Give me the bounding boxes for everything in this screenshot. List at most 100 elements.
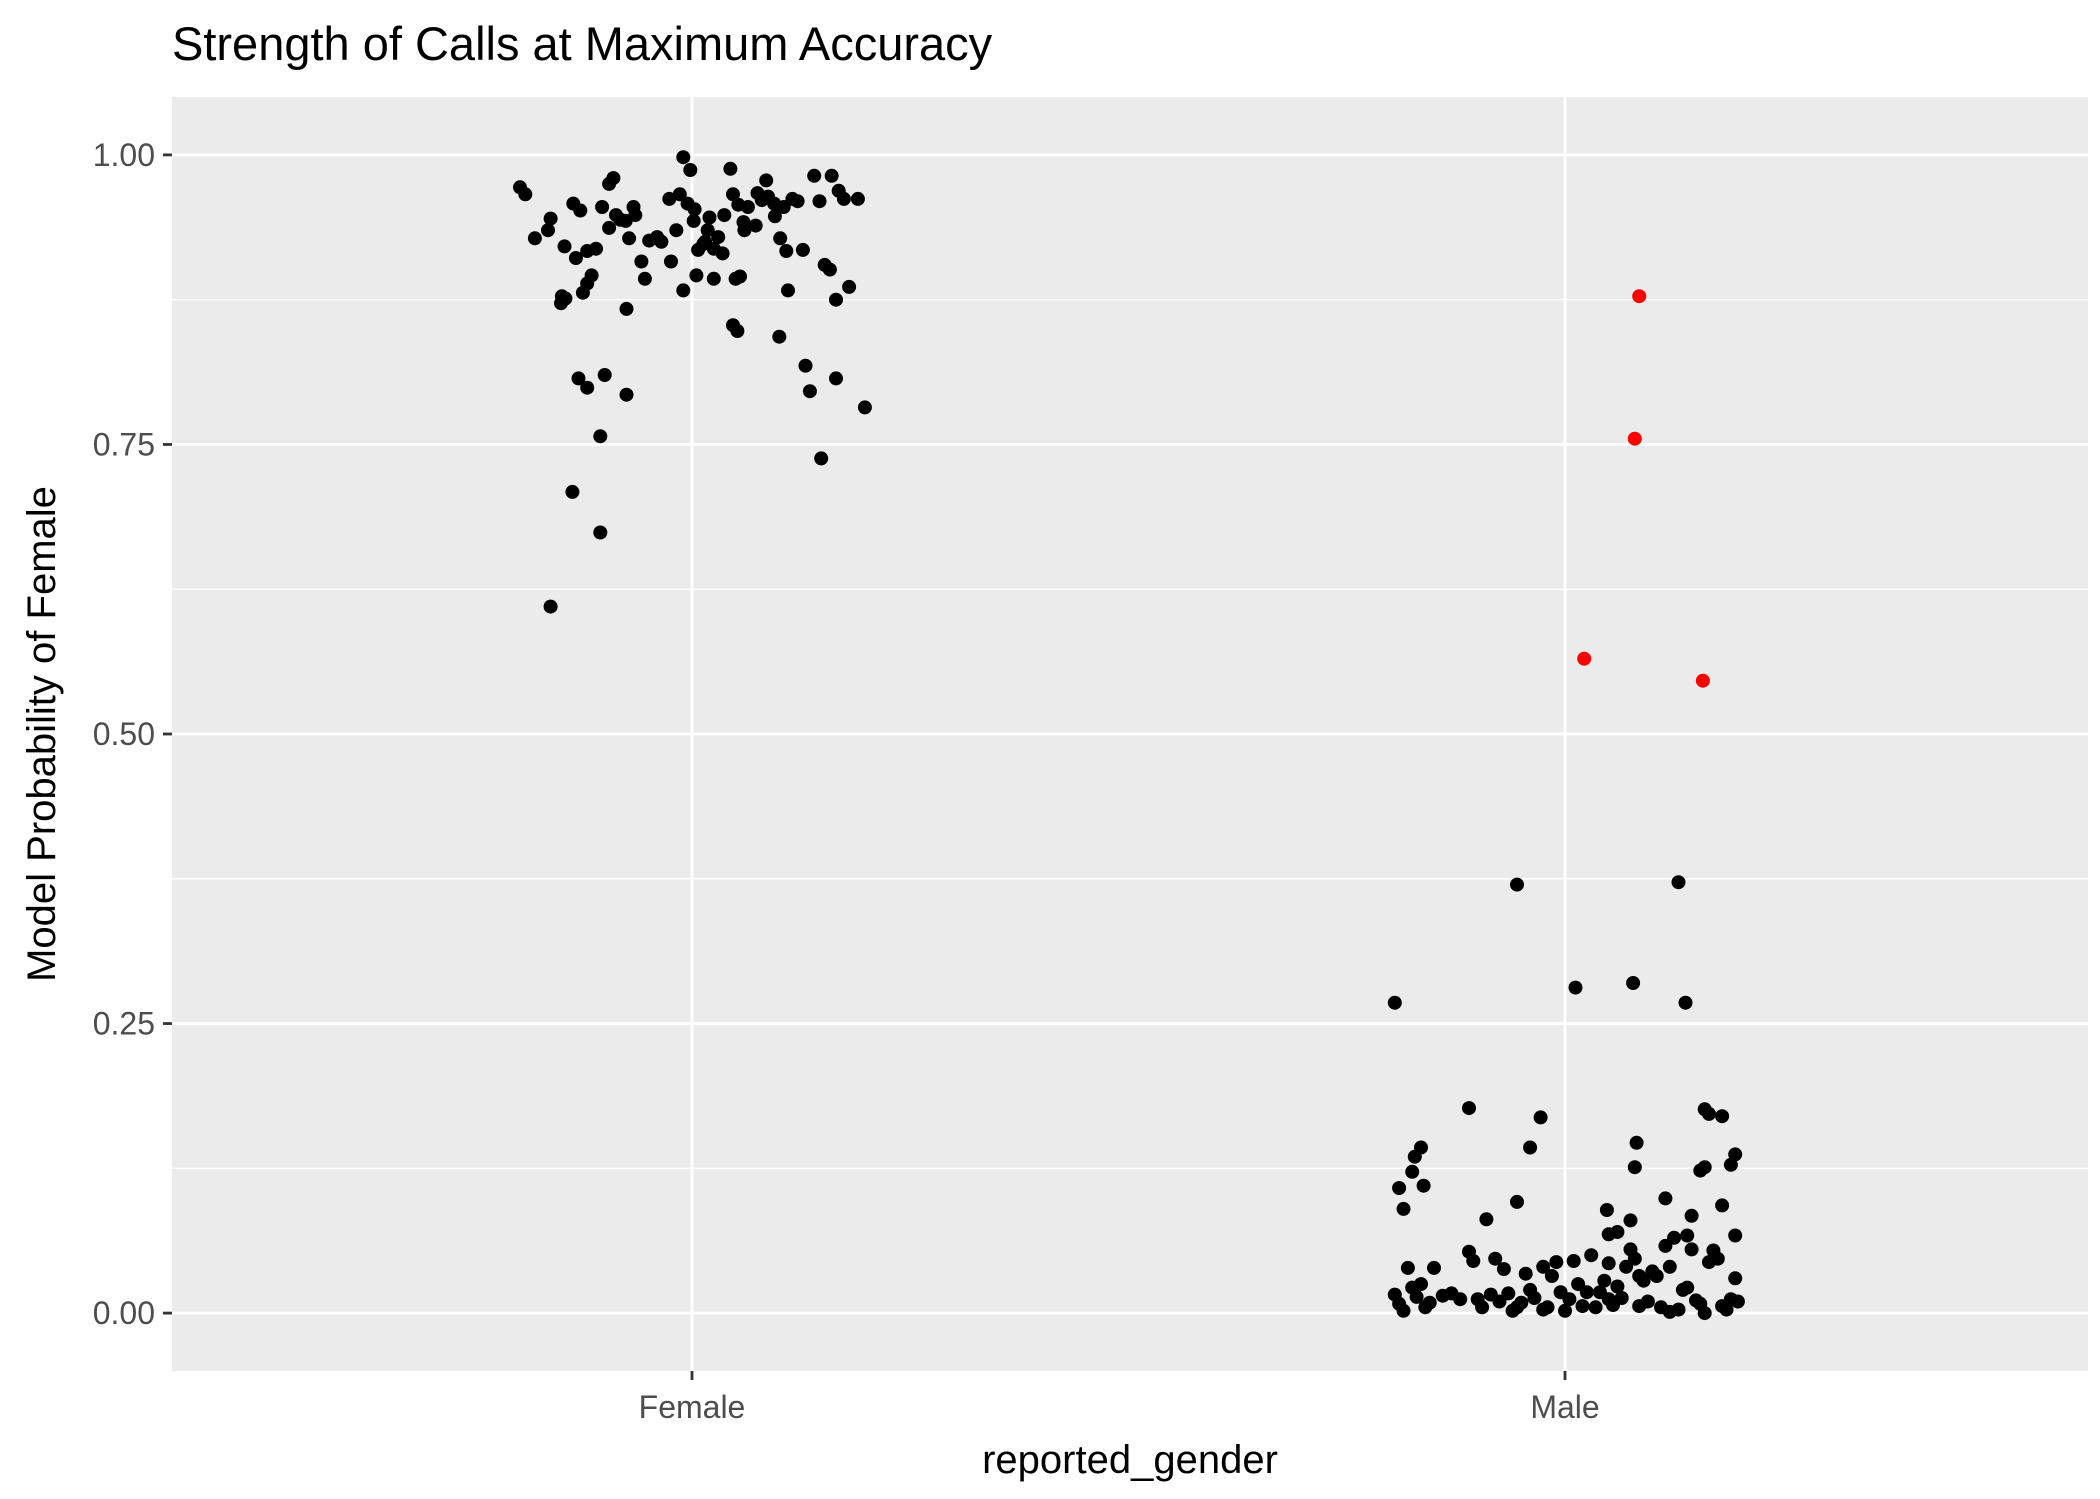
data-point — [1396, 1303, 1411, 1318]
data-point — [619, 301, 634, 316]
data-point — [1662, 1259, 1677, 1274]
data-point — [1475, 1300, 1490, 1315]
x-axis: Female Male — [639, 1371, 1600, 1425]
data-point — [1627, 1160, 1642, 1175]
data-point — [584, 268, 599, 283]
data-point — [706, 271, 721, 286]
data-point — [580, 380, 595, 395]
data-point — [1566, 1254, 1581, 1268]
data-point — [790, 194, 805, 209]
data-point — [669, 223, 684, 238]
data-point — [593, 525, 608, 540]
data-point — [1568, 980, 1583, 995]
data-point — [795, 242, 810, 257]
data-point — [1492, 1294, 1507, 1309]
data-point — [1488, 1251, 1503, 1266]
x-tick-label: Male — [1530, 1389, 1599, 1425]
data-point — [1453, 1292, 1468, 1307]
data-point — [1614, 1291, 1629, 1305]
data-point — [1588, 1300, 1603, 1315]
data-point — [740, 200, 755, 214]
data-point — [1671, 1302, 1686, 1317]
data-point — [1396, 1201, 1411, 1216]
data-point — [543, 599, 558, 614]
data-point — [683, 163, 698, 177]
data-point — [1409, 1289, 1424, 1304]
data-point — [1599, 1203, 1614, 1217]
data-point — [798, 358, 813, 373]
data-point — [543, 211, 558, 226]
data-point — [1632, 1269, 1647, 1283]
y-axis-title: Model Probability of Female — [20, 486, 64, 982]
data-point — [557, 239, 572, 254]
data-point — [1523, 1140, 1538, 1155]
data-point — [628, 208, 643, 223]
data-point — [1627, 431, 1642, 446]
data-point — [807, 168, 822, 183]
data-point — [737, 223, 752, 238]
data-point — [1422, 1295, 1437, 1310]
data-point — [857, 400, 872, 415]
data-point — [1671, 875, 1686, 890]
data-point — [619, 387, 634, 402]
chart-title: Strength of Calls at Maximum Accuracy — [172, 17, 993, 70]
data-point — [772, 329, 787, 344]
y-tick-label: 0.50 — [93, 716, 155, 752]
data-point — [730, 324, 745, 338]
data-point — [558, 291, 573, 306]
data-point — [664, 254, 678, 269]
data-point — [1479, 1212, 1494, 1227]
data-point — [571, 371, 586, 386]
data-point — [1728, 1147, 1743, 1162]
data-point — [1540, 1300, 1555, 1315]
data-point — [723, 161, 738, 176]
data-point — [606, 171, 621, 186]
data-point — [595, 200, 610, 214]
data-point — [824, 168, 839, 183]
data-point — [687, 202, 702, 217]
data-point — [1728, 1228, 1743, 1243]
data-point — [1575, 1299, 1590, 1314]
data-point — [1518, 1266, 1533, 1281]
data-point — [1658, 1191, 1673, 1206]
data-point — [1414, 1277, 1428, 1292]
data-point — [1697, 1306, 1712, 1321]
data-point — [1496, 1262, 1511, 1277]
data-point — [1544, 1269, 1559, 1283]
data-point — [1678, 995, 1693, 1010]
data-point — [1514, 1295, 1529, 1310]
data-point — [1400, 1260, 1415, 1275]
data-point — [829, 371, 843, 386]
data-point — [1527, 1291, 1542, 1305]
data-point — [1623, 1213, 1638, 1228]
data-point — [1558, 1303, 1572, 1318]
data-point — [622, 231, 637, 246]
data-point — [597, 368, 612, 382]
data-point — [1640, 1294, 1655, 1309]
data-point — [702, 210, 717, 225]
data-point — [1680, 1228, 1695, 1243]
data-point — [689, 268, 704, 283]
data-point — [1680, 1280, 1695, 1295]
data-point — [1533, 1110, 1548, 1125]
y-axis: 0.00 0.25 0.50 0.75 1.00 — [93, 137, 172, 1331]
data-point — [829, 292, 843, 307]
y-tick-label: 0.75 — [93, 426, 155, 462]
data-point — [676, 150, 691, 165]
data-point — [1667, 1230, 1682, 1245]
data-point — [1601, 1227, 1616, 1242]
data-point — [662, 191, 677, 206]
data-point — [1405, 1164, 1420, 1179]
data-point — [1510, 877, 1524, 892]
data-point — [1392, 1181, 1407, 1195]
data-point — [589, 241, 603, 256]
data-point — [1626, 976, 1641, 990]
data-point — [814, 451, 829, 466]
data-point — [527, 231, 542, 246]
data-point — [773, 231, 788, 246]
data-point — [1577, 651, 1592, 666]
data-point — [518, 187, 533, 202]
data-point — [573, 203, 588, 218]
data-point — [1649, 1269, 1664, 1283]
